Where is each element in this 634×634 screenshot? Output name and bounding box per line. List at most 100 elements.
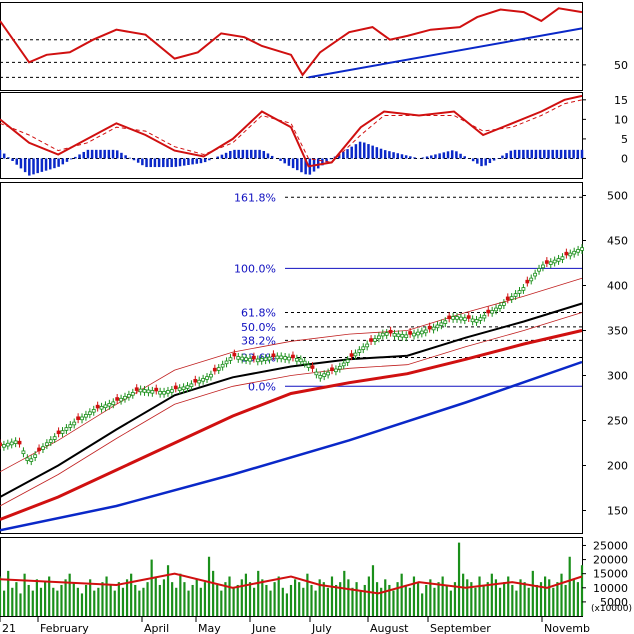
month-label-5: July bbox=[311, 622, 332, 634]
candle-body bbox=[9, 441, 14, 446]
candle-body bbox=[80, 416, 84, 421]
fib-label-6: 0.0% bbox=[248, 380, 276, 393]
candle-body bbox=[166, 390, 170, 394]
candle-body bbox=[259, 358, 264, 362]
candle-body bbox=[552, 259, 557, 264]
candle-body bbox=[310, 365, 315, 369]
candle-body bbox=[173, 385, 178, 390]
candle-body bbox=[353, 352, 358, 357]
candle-body bbox=[400, 334, 405, 338]
candle-body bbox=[21, 450, 26, 455]
candle-body bbox=[419, 330, 424, 335]
candle-body bbox=[459, 316, 463, 321]
candle-body bbox=[115, 397, 120, 401]
long-moving-average bbox=[0, 360, 583, 532]
candle-body bbox=[177, 387, 182, 391]
candle-body bbox=[287, 356, 291, 361]
macd-axis-tick-label-3: 0 bbox=[621, 152, 628, 165]
candle-body bbox=[576, 249, 580, 253]
panel-frame-macd bbox=[0, 92, 583, 179]
candle-body bbox=[5, 442, 10, 447]
candle-body bbox=[283, 356, 288, 360]
candle-body bbox=[302, 360, 307, 365]
candle-body bbox=[48, 439, 53, 443]
macd-axis-tick-label-0: 15 bbox=[614, 94, 628, 107]
candle-body bbox=[271, 353, 276, 358]
candle-body bbox=[470, 318, 475, 323]
candle-body bbox=[212, 367, 217, 372]
short-moving-average bbox=[0, 302, 583, 498]
candle-body bbox=[111, 401, 116, 406]
candle-body bbox=[224, 360, 229, 365]
candle-body bbox=[513, 293, 518, 297]
macd-axis-tick-label-1: 10 bbox=[614, 113, 628, 126]
candle-body bbox=[322, 373, 327, 377]
macd-axis-tick-label-2: 5 bbox=[621, 133, 628, 146]
candle-body bbox=[392, 333, 397, 337]
candle-body bbox=[560, 256, 565, 260]
rsi-trend-line bbox=[308, 27, 583, 79]
candle-body bbox=[201, 378, 206, 382]
price-axis-tick-label-2: 400 bbox=[607, 280, 628, 293]
candle-body bbox=[298, 358, 303, 363]
candle-body bbox=[64, 427, 69, 431]
candle-body bbox=[240, 356, 245, 361]
candle-body bbox=[396, 333, 401, 338]
candle-body bbox=[521, 287, 526, 291]
candle-body bbox=[529, 277, 534, 282]
volume-axis-tick-label-3: 10000 bbox=[593, 582, 628, 595]
candle-body bbox=[466, 315, 471, 319]
candle-body bbox=[556, 258, 561, 262]
candle-body bbox=[107, 403, 112, 407]
volume-axis-tick-label-4: 5000 bbox=[600, 596, 628, 609]
candle-body bbox=[306, 364, 311, 368]
candle-body bbox=[525, 279, 530, 284]
rsi-axis-tick-label-0: 50 bbox=[614, 59, 628, 72]
candle-body bbox=[318, 375, 323, 379]
candle-body bbox=[365, 343, 370, 348]
panel-frame-rsi bbox=[0, 2, 583, 91]
fib-label-4: 38.2% bbox=[241, 334, 276, 347]
month-label-0: 21 bbox=[2, 622, 16, 634]
candle-body bbox=[44, 442, 49, 446]
candle-body bbox=[486, 309, 491, 314]
candle-body bbox=[126, 394, 131, 398]
volume-axis-tick-label-2: 15000 bbox=[593, 568, 628, 581]
candle-body bbox=[150, 390, 155, 394]
candle-body bbox=[17, 440, 22, 445]
candle-body bbox=[330, 367, 334, 371]
candle-body bbox=[119, 397, 123, 402]
candle-body bbox=[33, 454, 38, 458]
candle-body bbox=[404, 334, 409, 338]
candle-body bbox=[451, 316, 456, 320]
month-label-7: September bbox=[430, 622, 491, 634]
candle-body bbox=[162, 391, 166, 395]
candle-body bbox=[99, 406, 104, 410]
candle-body bbox=[193, 378, 198, 383]
candle-body bbox=[314, 371, 319, 376]
candle-body bbox=[41, 446, 45, 450]
candle-body bbox=[498, 305, 502, 309]
candle-body bbox=[130, 392, 135, 396]
candle-body bbox=[251, 355, 256, 360]
fib-label-0: 161.8% bbox=[234, 191, 276, 204]
volume-unit-label: (x10000) bbox=[591, 604, 632, 614]
candle-body bbox=[37, 447, 41, 452]
candle-body bbox=[248, 357, 252, 362]
candle-body bbox=[91, 409, 96, 413]
month-label-4: June bbox=[251, 622, 276, 634]
price-axis-tick-label-3: 350 bbox=[607, 325, 628, 338]
candle-body bbox=[56, 430, 61, 435]
candle-body bbox=[25, 457, 30, 461]
price-axis-tick-label-1: 450 bbox=[607, 235, 628, 248]
candle-body bbox=[572, 250, 577, 255]
fib-label-1: 100.0% bbox=[234, 262, 276, 275]
volume-axis-tick-label-1: 20000 bbox=[593, 554, 628, 567]
candle-body bbox=[568, 252, 573, 257]
candle-body bbox=[84, 414, 88, 418]
candle-body bbox=[490, 310, 495, 314]
panel-frame-price bbox=[0, 182, 583, 534]
candle-body bbox=[2, 444, 6, 448]
candle-body bbox=[0, 442, 2, 447]
